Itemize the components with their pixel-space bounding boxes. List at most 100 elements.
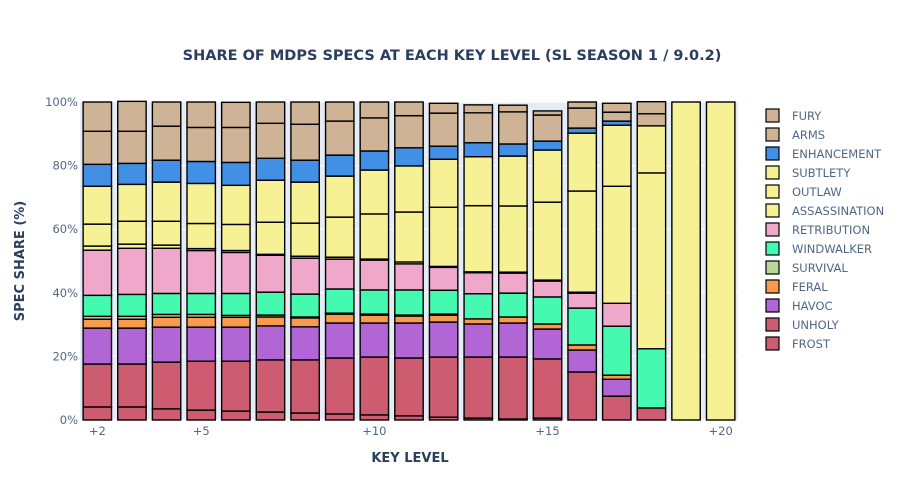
bar-segment-outlaw[interactable] (151, 220, 182, 246)
bar-segment-subtlety[interactable] (532, 149, 563, 203)
bar-segment-unholy[interactable] (601, 395, 632, 421)
bar-segment-subtlety[interactable] (463, 155, 494, 207)
bar-segment-fury[interactable] (359, 101, 390, 119)
bar-segment-arms[interactable] (428, 112, 459, 147)
bar-segment-fury[interactable] (497, 104, 528, 113)
bar-segment-windwalker[interactable] (567, 307, 598, 346)
bar-segment-havoc[interactable] (359, 322, 390, 358)
bar-segment-arms[interactable] (255, 122, 286, 159)
bar-segment-unholy[interactable] (532, 358, 563, 419)
bar-segment-havoc[interactable] (601, 378, 632, 397)
bar-segment-outlaw[interactable] (186, 222, 217, 250)
bar-segment-retribution[interactable] (497, 272, 528, 294)
bar-segment-enhancement[interactable] (82, 163, 113, 187)
bar-segment-fury[interactable] (186, 101, 217, 129)
bar-segment-retribution[interactable] (428, 266, 459, 291)
bar-segment-havoc[interactable] (497, 322, 528, 358)
bar-segment-fury[interactable] (220, 101, 251, 129)
bar-segment-outlaw[interactable] (567, 190, 598, 293)
bar-segment-windwalker[interactable] (186, 292, 217, 316)
bar-segment-unholy[interactable] (151, 361, 182, 410)
bar-segment-retribution[interactable] (567, 292, 598, 309)
bar-segment-enhancement[interactable] (324, 154, 355, 177)
bar-segment-fury[interactable] (151, 101, 182, 127)
bar-segment-retribution[interactable] (601, 302, 632, 327)
bar-segment-havoc[interactable] (82, 327, 113, 365)
bar-segment-feral[interactable] (220, 316, 251, 328)
bar-segment-feral[interactable] (394, 315, 424, 324)
bar-segment-outlaw[interactable] (671, 101, 701, 421)
bar-segment-fury[interactable] (567, 101, 598, 109)
bar-segment-unholy[interactable] (359, 356, 390, 416)
bar-segment-arms[interactable] (394, 114, 424, 149)
bar-segment-subtlety[interactable] (636, 125, 667, 174)
bar-segment-fury[interactable] (290, 101, 321, 125)
bar-segment-havoc[interactable] (428, 321, 459, 358)
bar-segment-subtlety[interactable] (82, 185, 113, 225)
bar-segment-outlaw[interactable] (220, 223, 251, 252)
bar-segment-windwalker[interactable] (463, 293, 494, 320)
legend-item-windwalker[interactable]: WINDWALKER (765, 241, 872, 256)
bar-segment-subtlety[interactable] (567, 132, 598, 192)
bar-segment-unholy[interactable] (220, 360, 251, 412)
bar-segment-outlaw[interactable] (636, 172, 667, 350)
bar-segment-feral[interactable] (82, 318, 113, 329)
bar-segment-windwalker[interactable] (290, 293, 321, 318)
bar-segment-enhancement[interactable] (428, 145, 459, 160)
bar-segment-unholy[interactable] (117, 363, 147, 408)
legend-item-frost[interactable]: FROST (765, 336, 831, 351)
legend-item-outlaw[interactable]: OUTLAW (765, 184, 842, 199)
bar-segment-retribution[interactable] (394, 263, 424, 291)
bar-segment-outlaw[interactable] (82, 223, 113, 247)
bar-segment-arms[interactable] (117, 130, 147, 165)
bar-segment-havoc[interactable] (463, 323, 494, 358)
bar-segment-arms[interactable] (532, 114, 563, 142)
legend-item-havoc[interactable]: HAVOC (765, 298, 833, 313)
bar-segment-feral[interactable] (428, 314, 459, 323)
bar-segment-retribution[interactable] (324, 258, 355, 290)
bar-segment-fury[interactable] (324, 101, 355, 122)
bar-segment-subtlety[interactable] (394, 165, 424, 213)
bar-segment-enhancement[interactable] (394, 147, 424, 167)
bar-segment-retribution[interactable] (463, 272, 494, 295)
bar-segment-feral[interactable] (186, 316, 217, 328)
bar-segment-subtlety[interactable] (601, 124, 632, 187)
bar-segment-unholy[interactable] (497, 356, 528, 420)
bar-segment-outlaw[interactable] (497, 205, 528, 273)
legend-item-subtlety[interactable]: SUBTLETY (765, 165, 851, 180)
bar-segment-fury[interactable] (428, 102, 459, 114)
bar-segment-fury[interactable] (463, 104, 494, 114)
bar-segment-arms[interactable] (220, 126, 251, 164)
bar-segment-outlaw[interactable] (601, 185, 632, 304)
bar-segment-subtlety[interactable] (255, 179, 286, 223)
bar-segment-havoc[interactable] (532, 328, 563, 360)
bar-segment-feral[interactable] (117, 318, 147, 329)
bar-segment-windwalker[interactable] (151, 292, 182, 316)
bar-segment-feral[interactable] (324, 313, 355, 324)
bar-segment-subtlety[interactable] (220, 184, 251, 226)
bar-segment-retribution[interactable] (290, 257, 321, 295)
bar-segment-retribution[interactable] (151, 247, 182, 295)
bar-segment-enhancement[interactable] (567, 127, 598, 134)
bar-segment-enhancement[interactable] (151, 159, 182, 183)
bar-segment-feral[interactable] (567, 344, 598, 351)
bar-segment-frost[interactable] (186, 409, 217, 421)
bar-segment-windwalker[interactable] (497, 292, 528, 318)
bar-segment-fury[interactable] (117, 100, 147, 132)
bar-segment-enhancement[interactable] (497, 143, 528, 157)
bar-segment-subtlety[interactable] (117, 183, 147, 222)
bar-segment-feral[interactable] (359, 314, 390, 324)
bar-segment-windwalker[interactable] (394, 289, 424, 316)
bar-segment-havoc[interactable] (255, 325, 286, 361)
bar-segment-outlaw[interactable] (290, 222, 321, 257)
bar-segment-arms[interactable] (463, 112, 494, 144)
bar-segment-arms[interactable] (82, 130, 113, 166)
bar-segment-frost[interactable] (151, 408, 182, 421)
bar-segment-subtlety[interactable] (428, 158, 459, 208)
bar-segment-windwalker[interactable] (255, 291, 286, 316)
bar-segment-havoc[interactable] (220, 326, 251, 362)
bar-segment-unholy[interactable] (255, 359, 286, 413)
bar-segment-arms[interactable] (601, 111, 632, 122)
bar-segment-outlaw[interactable] (359, 213, 390, 260)
bar-segment-feral[interactable] (151, 316, 182, 328)
